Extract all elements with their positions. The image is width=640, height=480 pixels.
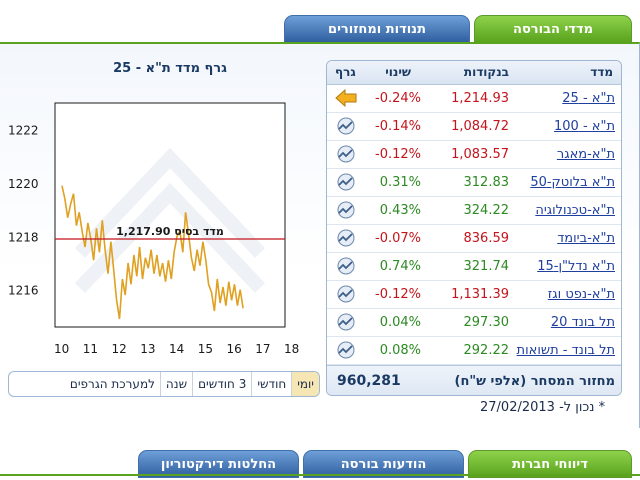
chart-icon[interactable] bbox=[335, 257, 357, 275]
table-row: ת"א-ביומד 836.59 -0.07% bbox=[327, 225, 621, 253]
index-link[interactable]: ת"א-טכנולוגיה bbox=[535, 203, 615, 218]
table-row: תל בונד - תשואות 292.22 0.08% bbox=[327, 337, 621, 365]
table-row: ת"א בלוטק-50 312.83 0.31% bbox=[327, 169, 621, 197]
y-tick-label: 1218 bbox=[8, 230, 39, 244]
index-points: 836.59 bbox=[463, 231, 510, 246]
index-points: 297.30 bbox=[463, 315, 510, 330]
turnover-value: 960,281 bbox=[337, 373, 401, 389]
index-change: -0.07% bbox=[375, 231, 421, 246]
tab-exchange-announcements[interactable]: הודעות בורסה bbox=[303, 450, 464, 478]
table-row: ת"א-נפט וגז 1,131.39 -0.12% bbox=[327, 281, 621, 309]
x-tick-label: 18 bbox=[284, 342, 299, 356]
tab-board-decisions[interactable]: החלטות דירקטוריון bbox=[138, 450, 299, 478]
y-tick-label: 1220 bbox=[8, 177, 39, 191]
index-link[interactable]: ת"א נדל"ן-15 bbox=[537, 259, 615, 274]
index-link[interactable]: ת"א בלוטק-50 bbox=[530, 175, 615, 190]
chart-title: גרף מדד ת"א - 25 bbox=[113, 61, 227, 76]
index-link[interactable]: ת"א-מאגר bbox=[556, 147, 615, 162]
plot-area bbox=[54, 102, 286, 328]
index-table: מדד בנקודות שינוי גרף ת"א - 25 1,214.93 -0… bbox=[326, 60, 622, 396]
index-link[interactable]: ת"א - 100 bbox=[554, 119, 615, 134]
y-tick-label: 1222 bbox=[8, 124, 39, 138]
header-index: מדד bbox=[590, 65, 613, 79]
index-change: 0.04% bbox=[379, 315, 421, 330]
as-of-date: * נכון ל- 27/02/2013 bbox=[480, 400, 606, 415]
index-points: 1,084.72 bbox=[451, 119, 509, 134]
header-graph: גרף bbox=[335, 65, 356, 79]
table-row: תל בונד 20 297.30 0.04% bbox=[327, 309, 621, 337]
table-row: ת"א - 25 1,214.93 -0.24% bbox=[327, 85, 621, 113]
range-button-monthly[interactable]: חודשי bbox=[251, 372, 291, 396]
tab-index-market[interactable]: מדדי הבורסה bbox=[474, 15, 632, 43]
x-tick-label: 17 bbox=[255, 342, 270, 356]
table-header: מדד בנקודות שינוי גרף bbox=[327, 61, 621, 85]
chart-icon[interactable] bbox=[335, 201, 357, 219]
index-change: -0.12% bbox=[375, 147, 421, 162]
x-tick-label: 16 bbox=[227, 342, 242, 356]
chart-icon[interactable] bbox=[335, 117, 357, 135]
tab-fluctuations-turnover[interactable]: תנודות ומחזורים bbox=[284, 15, 470, 43]
x-tick-label: 15 bbox=[198, 342, 213, 356]
watermark-chevron bbox=[74, 147, 266, 258]
index-change: -0.24% bbox=[375, 91, 421, 106]
table-row: ת"א נדל"ן-15 321.74 0.74% bbox=[327, 253, 621, 281]
table-row: ת"א - 100 1,084.72 -0.14% bbox=[327, 113, 621, 141]
y-tick-label: 1216 bbox=[8, 284, 39, 298]
index-points: 1,083.57 bbox=[451, 147, 509, 162]
chart-icon[interactable] bbox=[335, 173, 357, 191]
index-change: 0.08% bbox=[379, 343, 421, 358]
tab-company-reports[interactable]: דיווחי חברות bbox=[468, 450, 632, 478]
range-button-3-months[interactable]: 3 חודשים bbox=[192, 372, 251, 396]
bottom-divider bbox=[0, 474, 640, 480]
chart-icon[interactable] bbox=[335, 145, 357, 163]
table-row: ת"א-מאגר 1,083.57 -0.12% bbox=[327, 141, 621, 169]
base-line-label: מדד בסיס 1,217.90 bbox=[116, 225, 224, 238]
index-link[interactable]: ת"א-ביומד bbox=[557, 231, 615, 246]
index-points: 1,131.39 bbox=[451, 287, 509, 302]
chart-icon[interactable] bbox=[335, 285, 357, 303]
chart-icon[interactable] bbox=[335, 341, 357, 359]
index-link[interactable]: תל בונד - תשואות bbox=[516, 343, 615, 358]
header-change: שינוי bbox=[385, 65, 411, 79]
x-tick-label: 10 bbox=[54, 342, 69, 356]
x-tick-label: 12 bbox=[112, 342, 127, 356]
index-link[interactable]: תל בונד 20 bbox=[550, 315, 615, 330]
index-change: 0.43% bbox=[379, 203, 421, 218]
index-points: 321.74 bbox=[463, 259, 510, 274]
range-button-year[interactable]: שנה bbox=[159, 372, 192, 396]
index-change: 0.31% bbox=[379, 175, 421, 190]
turnover-row: מחזור המסחר (אלפי ש"ח) 960,281 bbox=[327, 365, 621, 395]
index-points: 292.22 bbox=[463, 343, 510, 358]
x-tick-label: 11 bbox=[83, 342, 98, 356]
index-change: -0.14% bbox=[375, 119, 421, 134]
turnover-label: מחזור המסחר (אלפי ש"ח) bbox=[454, 374, 616, 389]
x-tick-label: 14 bbox=[169, 342, 184, 356]
range-button-daily[interactable]: יומי bbox=[291, 372, 319, 396]
index-change: -0.12% bbox=[375, 287, 421, 302]
chart-icon[interactable] bbox=[335, 313, 357, 331]
series-line bbox=[61, 185, 244, 320]
selected-arrow-icon[interactable] bbox=[335, 89, 357, 107]
index-points: 312.83 bbox=[463, 175, 510, 190]
x-tick-label: 13 bbox=[140, 342, 155, 356]
index-chart[interactable]: 1216 1218 1220 1222 10 11 12 13 14 15 16 17 18 מדד בס… bbox=[0, 95, 320, 363]
index-link[interactable]: ת"א - 25 bbox=[562, 91, 615, 106]
chart-icon[interactable] bbox=[335, 229, 357, 247]
table-row: ת"א-טכנולוגיה 324.22 0.43% bbox=[327, 197, 621, 225]
index-change: 0.74% bbox=[379, 259, 421, 274]
range-selector: יומי חודשי 3 חודשים שנה למערכת הגרפים bbox=[8, 371, 320, 397]
index-link[interactable]: ת"א-נפט וגז bbox=[547, 287, 615, 302]
index-points: 1,214.93 bbox=[451, 91, 509, 106]
header-points: בנקודות bbox=[463, 65, 509, 79]
index-points: 324.22 bbox=[463, 203, 510, 218]
range-button-graph-system[interactable]: למערכת הגרפים bbox=[69, 377, 155, 391]
